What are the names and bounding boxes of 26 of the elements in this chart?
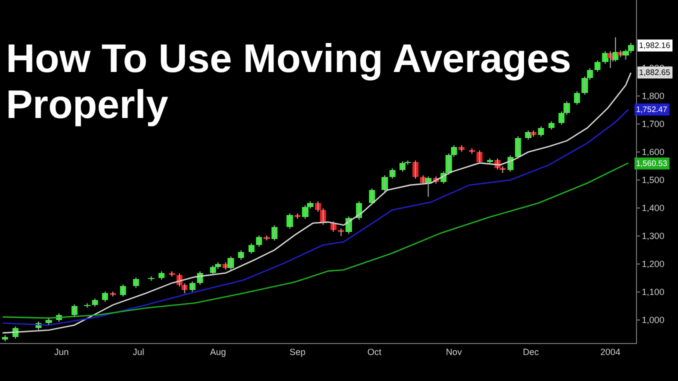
annotation: 1,982.16: [639, 41, 671, 50]
y-tick-label: 1,700: [642, 119, 664, 130]
x-tick-label: 2004: [600, 346, 620, 357]
annotation: 1,560.53: [636, 159, 668, 168]
x-tick-label: Oct: [367, 346, 382, 357]
y-tick-label: 1,600: [642, 147, 664, 158]
y-tick-label: 1,200: [642, 259, 664, 270]
candlestick: [228, 256, 234, 270]
line-series: [2, 162, 629, 319]
candlestick: [110, 290, 116, 298]
x-tick-label: Jul: [132, 346, 144, 357]
candlestick: [264, 234, 270, 242]
y-tick-label: 1,500: [642, 175, 664, 186]
x-tick-label: Jun: [54, 346, 69, 357]
x-tick-label: Nov: [446, 346, 462, 357]
annotation: 1,752.47: [636, 105, 668, 114]
annotation: 1,882.65: [639, 68, 671, 77]
y-tick-label: 1,000: [642, 315, 664, 326]
y-tick-label: 1,100: [642, 287, 664, 298]
x-tick-label: Aug: [210, 346, 226, 357]
x-tick-label: Sep: [289, 346, 306, 357]
text: How To Use Moving Averages Properly: [6, 36, 572, 128]
y-tick-label: 1,800: [642, 91, 664, 102]
y-tick-label: 1,300: [642, 231, 664, 242]
y-tick-label: 1,400: [642, 203, 664, 214]
x-tick-label: Dec: [522, 346, 540, 357]
